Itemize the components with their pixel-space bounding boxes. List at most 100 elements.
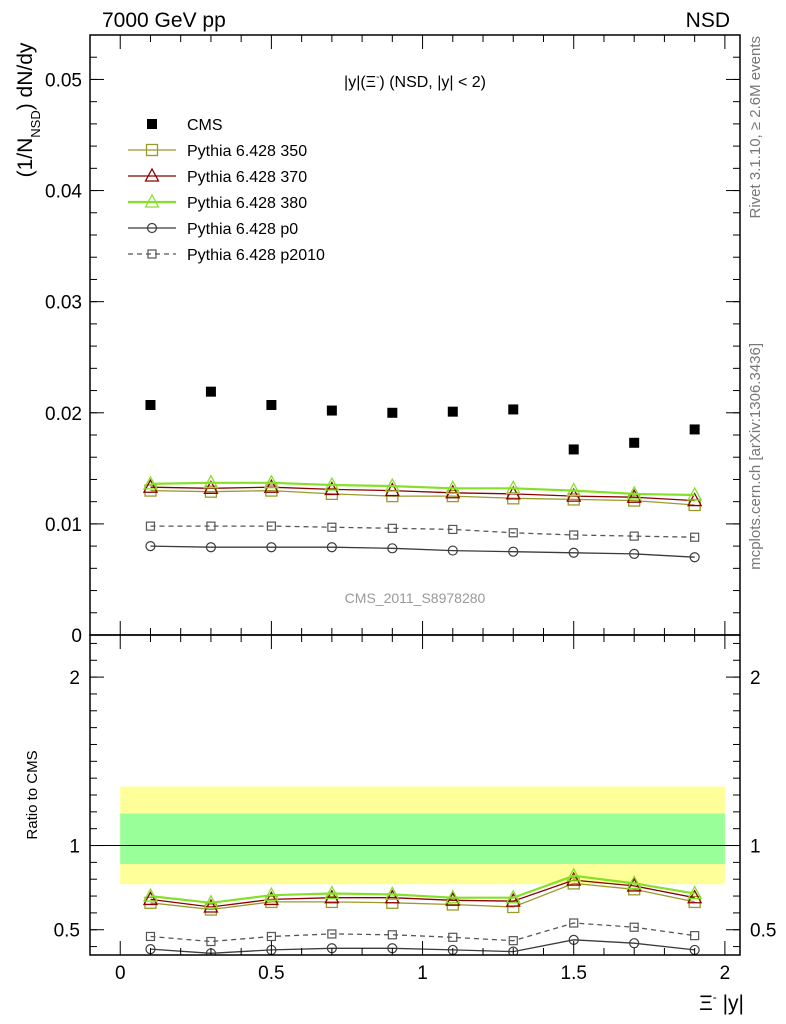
main-py350-line <box>150 489 695 506</box>
ratio-py370-point-1 <box>203 898 219 913</box>
main-py380-point-9 <box>687 486 703 501</box>
ratio-panel-frame <box>89 634 741 956</box>
ratio-pyp2010-point-5 <box>448 932 458 942</box>
legend-label-py370: Pythia 6.428 370 <box>187 169 307 186</box>
main-pyp0-point-6 <box>508 546 519 557</box>
x-tick-label-0: 0 <box>115 963 126 984</box>
ratio-py380-point-7 <box>566 867 582 882</box>
ratio-y-tick-label-right-1: 1 <box>750 837 761 858</box>
ratio-pyp2010-point-9 <box>690 931 700 941</box>
main-y-tick-label-0: 0 <box>71 626 82 647</box>
ratio-py350-line <box>150 882 695 911</box>
ratio-y-tick-label-left-2: 2 <box>69 668 80 689</box>
main-py370-point-0 <box>142 478 159 493</box>
main-py380-point-8 <box>626 485 642 500</box>
xlabel-superscript: - <box>713 990 717 1004</box>
main-pyp0-point-9 <box>689 552 700 563</box>
analysis-id-label: CMS_2011_S8978280 <box>345 590 486 606</box>
main-pyp2010-point-4 <box>387 523 397 533</box>
xlabel-post: |y| <box>717 992 744 1015</box>
main-pyp0-point-7 <box>568 547 579 558</box>
main-py370-point-3 <box>324 481 340 496</box>
ratio-py370-point-5 <box>445 891 461 906</box>
main-py380-point-6 <box>505 479 521 494</box>
main-cms-point-8 <box>629 437 640 448</box>
main-pyp2010-point-8 <box>629 531 639 541</box>
main-pyp0-line <box>150 545 695 558</box>
ratio-py380-point-4 <box>384 886 400 901</box>
main-cms-point-2 <box>266 400 277 410</box>
main-y-tick-label-3: 0.03 <box>45 293 82 314</box>
main-panel: 0 0.01 0.02 0.03 0.04 0.05 |y|(Ξ-) (NSD, |y| … <box>14 34 740 647</box>
ratio-pyp2010-point-7 <box>569 918 579 928</box>
header-process-label: NSD <box>686 9 730 32</box>
legend-label-pyp0: Pythia 6.428 p0 <box>187 221 298 238</box>
ratio-py370-point-6 <box>505 892 521 907</box>
main-pyp2010-point-7 <box>569 530 579 540</box>
main-py380-point-4 <box>384 477 400 492</box>
x-tick-label-2: 1 <box>417 963 428 984</box>
ratio-py380-line <box>150 874 695 904</box>
main-pyp0-point-4 <box>387 543 398 554</box>
ratio-axis-ticks: 0.5 0.5 1 1 2 2 0 0.5 1 1.5 2 <box>54 635 776 984</box>
main-cms-point-5 <box>447 406 458 417</box>
header-energy-label: 7000 GeV pp <box>102 9 226 32</box>
ratio-py370-point-0 <box>142 891 159 906</box>
main-py380-line <box>150 481 695 497</box>
main-series-layer <box>142 386 703 563</box>
main-cms-point-0 <box>145 400 156 410</box>
ratio-py370-point-4 <box>384 889 400 904</box>
main-pyp2010-point-5 <box>448 524 458 535</box>
ratio-py370-point-9 <box>687 889 703 904</box>
main-cms-point-1 <box>205 386 216 397</box>
main-y-tick-label-2: 0.02 <box>45 404 82 425</box>
plot-title: |y|(Ξ-) (NSD, |y| < 2) <box>344 72 486 91</box>
legend-marker-pyp2010 <box>147 249 157 259</box>
legend-marker-py350 <box>145 143 159 157</box>
rivet-version-label: Rivet 3.1.10, ≥ 2.6M events <box>747 36 764 219</box>
plot-title-superscript: - <box>376 72 379 83</box>
main-py380-point-1 <box>203 474 219 489</box>
ratio-py380-point-9 <box>687 885 703 900</box>
ratio-py370-point-2 <box>263 891 279 906</box>
main-cms-point-4 <box>387 407 398 418</box>
legend-marker-pyp0 <box>146 222 158 234</box>
ratio-pyp2010-point-2 <box>266 931 276 942</box>
main-pyp2010-point-6 <box>508 528 518 538</box>
plot-title-part-b: ) (NSD, |y| < 2) <box>379 74 486 91</box>
main-pyp0-point-5 <box>447 545 458 556</box>
legend-marker-cms <box>147 119 157 129</box>
ratio-pyp2010-point-6 <box>508 936 518 946</box>
ratio-pyp2010-point-8 <box>629 922 639 932</box>
ratio-py380-point-8 <box>626 875 642 890</box>
ylabel-subscript: NSD <box>28 110 43 137</box>
ratio-py380-point-3 <box>324 885 340 900</box>
ratio-py380-point-5 <box>445 889 461 904</box>
ratio-inner-uncertainty-band <box>120 813 725 865</box>
main-cms-point-6 <box>508 404 519 415</box>
mcplots-credit-label: mcplots.cern.ch [arXiv:1306.3436] <box>747 343 764 570</box>
ratio-pyp0-point-8 <box>629 938 640 949</box>
main-cms-point-9 <box>689 424 700 435</box>
ratio-panel: 0.5 0.5 1 1 2 2 0 0.5 1 1.5 2 Ratio to CMS Ξ- |y| <box>24 635 776 1015</box>
main-py370-point-4 <box>384 482 400 497</box>
ratio-pyp2010-point-1 <box>206 936 216 947</box>
main-pyp0-point-3 <box>326 542 337 553</box>
legend-marker-py370 <box>144 167 160 182</box>
main-y-tick-label-1: 0.01 <box>45 515 82 536</box>
main-pyp0-point-0 <box>145 541 156 552</box>
main-py370-point-2 <box>263 478 279 493</box>
xlabel-pre: Ξ <box>699 992 713 1015</box>
main-pyp0-point-8 <box>629 548 640 559</box>
ylabel-pre: (1/N <box>14 138 37 178</box>
ratio-y-tick-label-right-0: 0.5 <box>750 921 776 942</box>
main-pyp2010-point-0 <box>145 521 156 531</box>
main-py370-line <box>150 486 695 502</box>
ratio-py370-line <box>150 879 695 908</box>
ratio-py380-point-0 <box>142 887 159 902</box>
ratio-y-tick-label-right-2: 2 <box>750 668 761 689</box>
ratio-series-layer <box>90 786 740 955</box>
ratio-y-tick-label-left-1: 1 <box>69 837 80 858</box>
main-pyp2010-point-1 <box>206 521 216 531</box>
